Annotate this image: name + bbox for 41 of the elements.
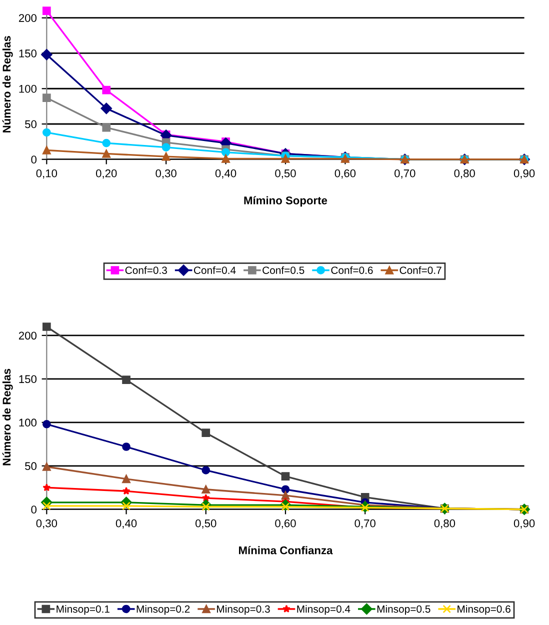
x-tick-label: 0,90 <box>514 169 535 179</box>
x-tick-label: 0,10 <box>36 169 58 179</box>
x-tick-label: 0,60 <box>275 519 296 529</box>
x-tick-label: 0,40 <box>116 519 137 529</box>
x-tick-label: 0,70 <box>394 169 416 179</box>
legend-label: Conf=0.6 <box>331 266 373 274</box>
x-tick-label: 0,80 <box>434 519 456 529</box>
legend-label: Minsop=0.5 <box>377 605 430 615</box>
x-tick-label: 0,50 <box>195 519 216 529</box>
x-tick-label: 0,90 <box>514 519 535 529</box>
legend-label: Conf=0.3 <box>125 266 167 274</box>
legend-label: Minsop=0.6 <box>458 605 510 615</box>
legend-label: Conf=0.4 <box>194 266 236 274</box>
x-axis-title: Mínima Confianza <box>239 546 333 554</box>
x-tick-label: 0,30 <box>36 519 58 529</box>
legend-label: Conf=0.7 <box>400 266 442 274</box>
legend-label: Conf=0.5 <box>262 266 304 274</box>
x-tick-label: 0,80 <box>454 169 475 179</box>
x-tick-label: 0,40 <box>215 169 236 179</box>
x-tick-label: 0,50 <box>275 169 296 179</box>
y-tick-label: 50 <box>25 120 37 128</box>
y-tick-label: 0 <box>31 156 37 164</box>
x-tick-label: 0,60 <box>334 169 356 179</box>
x-tick-label: 0,30 <box>156 169 176 179</box>
legend-label: Minsop=0.2 <box>136 605 190 615</box>
y-tick-label: 0 <box>31 506 37 514</box>
legend-label: Minsop=0.4 <box>297 605 350 615</box>
y-axis-title: Número de Reglas <box>2 368 13 466</box>
legend-label: Minsop=0.1 <box>56 605 110 615</box>
y-tick-label: 200 <box>18 14 37 22</box>
y-tick-label: 150 <box>19 375 37 384</box>
x-tick-label: 0,20 <box>96 169 117 179</box>
y-tick-label: 100 <box>19 84 37 93</box>
y-tick-label: 200 <box>18 332 37 340</box>
y-axis-title: Número de Reglas <box>2 36 13 132</box>
y-tick-label: 100 <box>19 418 37 427</box>
x-axis-title: Mímino Soporte <box>244 196 328 207</box>
legend-label: Minsop=0.3 <box>217 605 270 615</box>
y-tick-label: 150 <box>19 50 37 58</box>
y-tick-label: 50 <box>25 462 37 470</box>
x-tick-label: 0,70 <box>354 519 376 529</box>
